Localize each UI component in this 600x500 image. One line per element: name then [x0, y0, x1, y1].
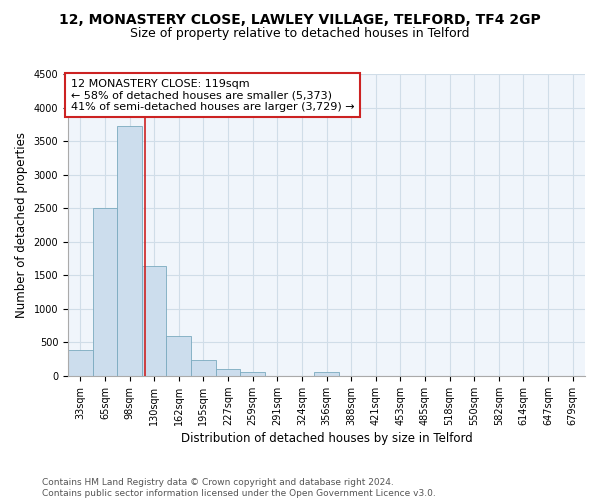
- Text: 12, MONASTERY CLOSE, LAWLEY VILLAGE, TELFORD, TF4 2GP: 12, MONASTERY CLOSE, LAWLEY VILLAGE, TEL…: [59, 12, 541, 26]
- Bar: [117, 126, 142, 376]
- Bar: [216, 369, 241, 376]
- Bar: [142, 266, 166, 376]
- Text: Contains HM Land Registry data © Crown copyright and database right 2024.
Contai: Contains HM Land Registry data © Crown c…: [42, 478, 436, 498]
- Y-axis label: Number of detached properties: Number of detached properties: [15, 132, 28, 318]
- X-axis label: Distribution of detached houses by size in Telford: Distribution of detached houses by size …: [181, 432, 472, 445]
- Text: 12 MONASTERY CLOSE: 119sqm
← 58% of detached houses are smaller (5,373)
41% of s: 12 MONASTERY CLOSE: 119sqm ← 58% of deta…: [71, 78, 354, 112]
- Bar: [314, 372, 339, 376]
- Bar: [191, 360, 216, 376]
- Bar: [166, 336, 191, 376]
- Text: Size of property relative to detached houses in Telford: Size of property relative to detached ho…: [130, 28, 470, 40]
- Bar: [92, 208, 117, 376]
- Bar: [241, 372, 265, 376]
- Bar: [68, 350, 92, 376]
